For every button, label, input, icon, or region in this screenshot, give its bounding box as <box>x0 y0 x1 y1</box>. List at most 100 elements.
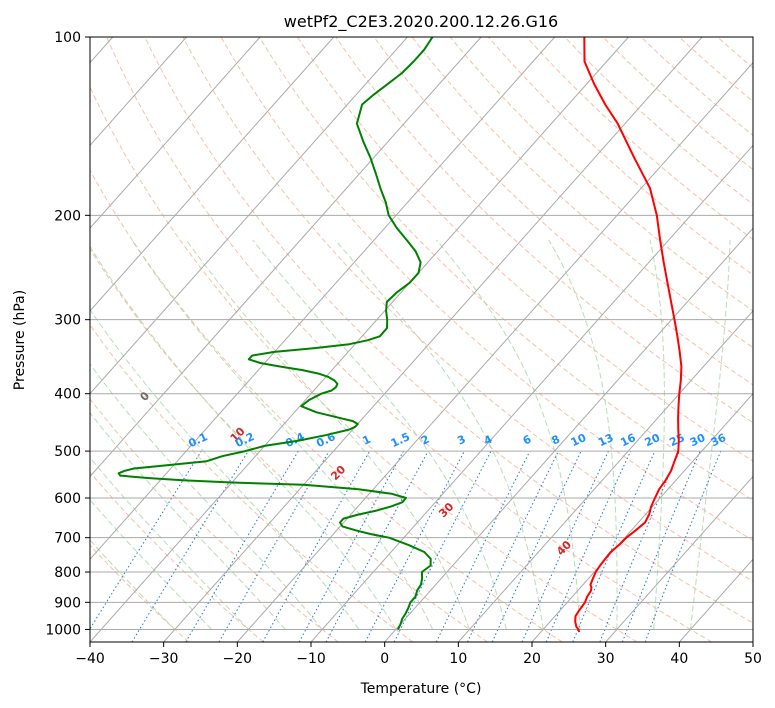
dewpoint-line <box>117 37 434 630</box>
moist-adiabat <box>649 239 665 630</box>
dry-adiabat-label: 30 <box>436 500 456 520</box>
dry-adiabat <box>717 37 753 69</box>
isotherm <box>752 641 753 642</box>
moist-adiabat <box>90 456 249 630</box>
dry-adiabat <box>411 37 753 349</box>
y-tick-label: 700 <box>54 531 81 547</box>
mixing-ratio-line <box>393 450 492 642</box>
moist-adiabat <box>90 498 213 630</box>
mixing-ratio-label: 1 <box>360 433 372 448</box>
y-tick-label: 900 <box>54 595 81 611</box>
y-tick-label: 200 <box>54 208 81 224</box>
dry-adiabat <box>220 37 753 541</box>
mixing-ratio-label: 25 <box>667 431 686 449</box>
mixing-ratio-line <box>435 450 531 642</box>
x-tick-label: 0 <box>380 651 389 667</box>
dry-adiabat <box>90 85 638 642</box>
isotherm <box>310 144 753 642</box>
mixing-ratio-line <box>364 450 465 642</box>
chart-title: wetPf2_C2E3.2020.200.12.26.G16 <box>284 12 558 32</box>
moist-adiabat <box>548 239 618 630</box>
isotherm <box>605 475 753 642</box>
mixing-ratio-line <box>621 450 701 642</box>
dry-adiabat <box>373 37 753 386</box>
mixing-ratio-line <box>545 450 632 642</box>
y-tick-label: 600 <box>54 491 81 507</box>
x-tick-label: 30 <box>597 651 615 667</box>
moist-adiabat <box>435 239 581 630</box>
mixing-ratio-line <box>521 450 609 642</box>
temperature-line <box>574 37 683 633</box>
isotherm <box>90 37 187 147</box>
mixing-ratio-label: 4 <box>482 432 495 447</box>
x-tick-label: −20 <box>223 651 253 667</box>
moist-adiabat <box>90 245 397 630</box>
y-tick-label: 500 <box>54 444 81 460</box>
y-tick-label: 300 <box>54 313 81 329</box>
isotherm <box>90 37 335 312</box>
mixing-ratio-label: 1.5 <box>389 430 412 450</box>
mixing-ratio-label: 30 <box>688 431 708 449</box>
mixing-ratio-label: 6 <box>521 432 534 447</box>
dry-adiabat <box>756 37 775 642</box>
mixing-ratio-line <box>262 450 371 642</box>
x-tick-label: −10 <box>296 651 326 667</box>
mixing-ratio-label: 20 <box>643 431 663 449</box>
y-tick-label: 100 <box>54 30 81 46</box>
mixing-ratio-label: 16 <box>618 431 638 449</box>
isotherm <box>236 61 753 642</box>
dry-adiabat <box>90 324 414 642</box>
moist-adiabat <box>690 239 731 630</box>
isotherm <box>90 37 408 395</box>
mixing-ratio-label: 0.1 <box>186 430 209 450</box>
moist-adiabat <box>90 363 323 630</box>
dry-adiabat <box>640 37 753 136</box>
dry-adiabat <box>90 248 488 642</box>
mixing-ratio-line <box>467 450 559 642</box>
mixing-ratio-label: 2 <box>419 433 431 448</box>
moist-adiabat <box>90 539 176 630</box>
y-tick-label: 800 <box>54 565 81 581</box>
x-ticks: −40 −30 −20 −10 0 10 20 30 40 50 <box>75 642 762 667</box>
dry-adiabat <box>90 544 190 642</box>
dry-adiabat <box>488 37 753 276</box>
dry-adiabat <box>449 37 753 312</box>
isotherm <box>457 310 753 642</box>
mixing-ratio-label: 10 <box>569 431 589 449</box>
mixing-ratio-line <box>599 450 680 642</box>
y-axis-label: Pressure (hPa) <box>12 290 28 390</box>
mixing-ratio-line <box>90 450 202 630</box>
isotherm <box>163 37 703 642</box>
mixing-ratio-line <box>325 450 429 642</box>
isotherm <box>90 37 629 642</box>
dry-adiabat-label: 20 <box>328 463 348 483</box>
x-tick-label: −40 <box>75 651 105 667</box>
moist-adiabat <box>131 239 434 630</box>
x-tick-label: −30 <box>149 651 179 667</box>
moist-adiabat <box>334 239 544 630</box>
dry-adiabat <box>144 37 753 624</box>
dry-adiabat <box>335 37 753 424</box>
isotherm <box>384 227 753 642</box>
dry-adiabat <box>90 398 339 642</box>
x-axis-label: Temperature (°C) <box>360 681 482 697</box>
dry-adiabat-label: 40 <box>554 538 574 558</box>
y-tick-label: 400 <box>54 387 81 403</box>
mixing-ratio-line <box>185 450 299 642</box>
isotherm <box>90 37 261 229</box>
moist-adiabat <box>185 239 470 630</box>
background-lines <box>90 37 775 642</box>
dry-adiabat-label: 0 <box>138 389 153 404</box>
y-tick-label: 1000 <box>45 622 81 638</box>
mixing-ratio-line <box>218 450 330 642</box>
dry-adiabat <box>182 37 753 582</box>
plot-frame <box>89 36 754 643</box>
moist-adiabat <box>90 308 360 630</box>
dry-adiabat <box>90 169 563 642</box>
moist-adiabat <box>90 412 286 630</box>
mixing-ratio-line <box>572 450 656 642</box>
dry-adiabat <box>564 37 753 205</box>
mixing-ratio-line <box>644 450 722 642</box>
isotherm <box>90 37 482 478</box>
